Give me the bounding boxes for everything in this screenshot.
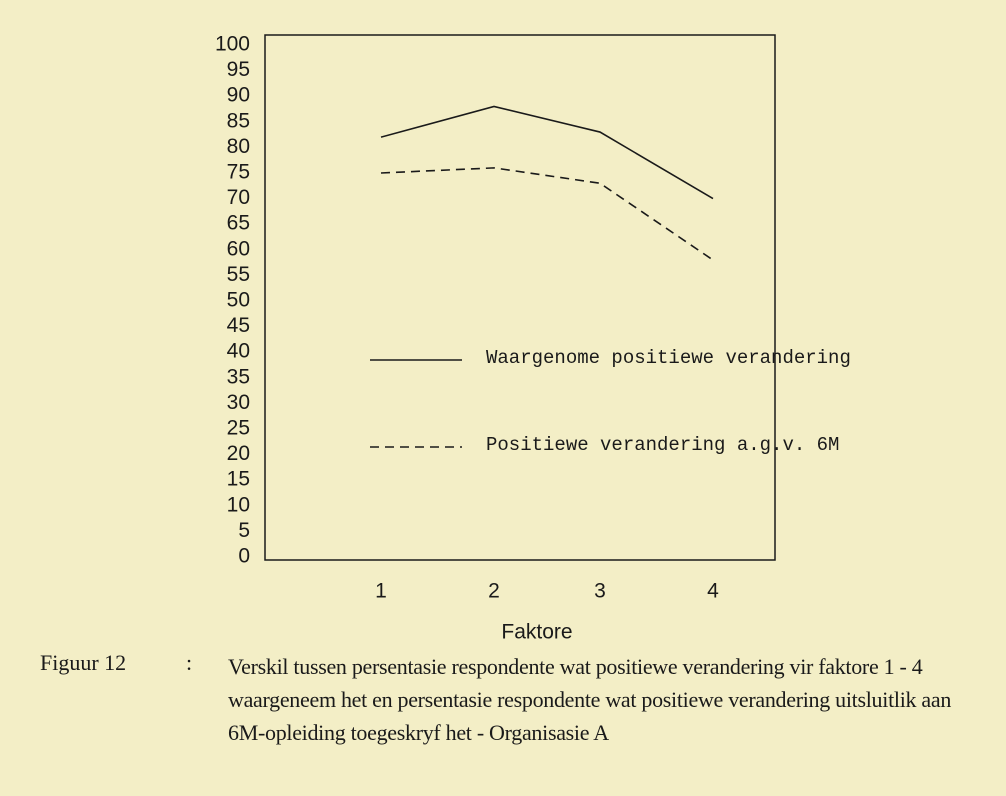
x-axis-label: Faktore [501, 621, 572, 644]
caption-separator: : [186, 650, 193, 675]
y-tick-label: 30 [227, 391, 250, 414]
legend-label: Waargenome positiewe verandering [486, 347, 851, 369]
y-tick-label: 10 [227, 493, 250, 516]
y-tick-label: 90 [227, 84, 250, 107]
y-tick-label: 20 [227, 442, 250, 465]
x-tick-label: 4 [707, 580, 719, 603]
y-tick-label: 0 [238, 545, 250, 568]
y-tick-label: 85 [227, 109, 250, 132]
y-tick-label: 70 [227, 186, 250, 209]
y-tick-label: 80 [227, 135, 250, 158]
caption: Verskil tussen persentasie respondente w… [228, 654, 952, 745]
x-tick-label: 1 [375, 580, 387, 603]
x-tick-label: 3 [594, 580, 606, 603]
x-tick-label: 2 [488, 580, 500, 603]
y-tick-label: 45 [227, 314, 250, 337]
y-tick-label: 40 [227, 340, 250, 363]
y-tick-label: 60 [227, 237, 250, 260]
y-tick-label: 25 [227, 417, 250, 440]
y-tick-label: 100 [215, 33, 250, 56]
y-tick-label: 35 [227, 365, 250, 388]
y-tick-label: 55 [227, 263, 250, 286]
y-tick-label: 50 [227, 289, 250, 312]
y-tick-label: 75 [227, 161, 250, 184]
plot-frame [264, 34, 776, 561]
y-tick-label: 5 [238, 519, 250, 542]
y-tick-label: 95 [227, 58, 250, 81]
y-tick-label: 65 [227, 212, 250, 235]
series-line [380, 105, 714, 200]
legend-label: Positiewe verandering a.g.v. 6M [486, 434, 840, 456]
series-line [380, 167, 714, 261]
y-tick-label: 15 [227, 468, 250, 491]
caption-label: Figuur 12 [40, 650, 127, 675]
